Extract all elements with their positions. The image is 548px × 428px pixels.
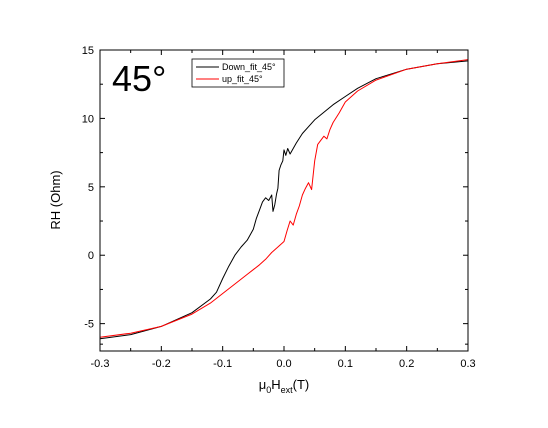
series-line-0 xyxy=(99,60,469,340)
x-tick-label: 0.3 xyxy=(460,358,475,370)
x-tick-label: 0.2 xyxy=(399,358,414,370)
x-tick-label: -0.3 xyxy=(91,358,110,370)
y-tick-label: 0 xyxy=(88,250,94,262)
x-tick-label: -0.2 xyxy=(152,358,171,370)
plot-lines xyxy=(99,59,469,340)
y-ticks xyxy=(100,49,468,345)
x-tick-label: 0.1 xyxy=(338,358,353,370)
y-tick-label: 15 xyxy=(82,45,94,57)
legend-label-down: Down_fit_45° xyxy=(222,62,276,72)
x-tick-label: 0.0 xyxy=(276,358,291,370)
legend-box xyxy=(191,58,285,88)
legend-label-up: up_fit_45° xyxy=(222,74,263,84)
y-tick-label: 5 xyxy=(88,182,94,194)
x-tick-label: -0.1 xyxy=(213,358,232,370)
legend: Down_fit_45° up_fit_45° xyxy=(191,58,285,88)
series-line-1 xyxy=(99,59,469,338)
y-axis-title: RH (Ohm) xyxy=(48,170,63,229)
angle-annotation: 45° xyxy=(112,58,166,99)
y-tick-label: -5 xyxy=(84,319,94,331)
y-tick-label: 10 xyxy=(82,113,94,125)
x-ticks xyxy=(99,50,469,351)
x-axis-title: μ0Hext(T) xyxy=(259,377,310,395)
y-tick-labels: -5 0 5 10 15 xyxy=(82,45,94,331)
x-tick-labels: -0.3 -0.2 -0.1 0.0 0.1 0.2 0.3 xyxy=(91,358,476,370)
